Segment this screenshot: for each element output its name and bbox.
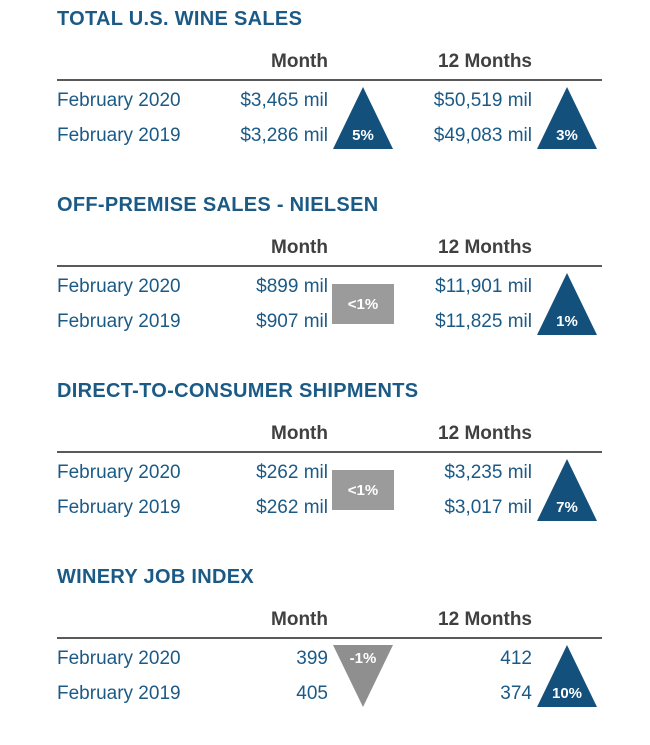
row-label: February 2019 [57,496,181,518]
twelve-months-value: $50,519 mil [433,89,532,111]
column-header-12-months: 12 Months [438,237,532,258]
month-value: 405 [296,682,328,704]
section-total-us-wine-sales: TOTAL U.S. WINE SALES Month 12 Months Fe… [57,8,602,153]
twelve-months-value: $11,901 mil [435,275,532,297]
column-header-12-months: 12 Months [438,423,532,444]
row-label: February 2019 [57,310,181,332]
row-label: February 2019 [57,682,181,704]
twelve-months-value: $3,235 mil [444,461,532,483]
percent-change-label: 1% [556,313,578,330]
twelve-months-change-indicator: 10% [532,641,602,711]
month-change-indicator: <1% [328,269,398,339]
table-body: February 2020 $3,465 mil 5% $50,519 mil … [57,81,602,153]
up-triangle-icon: 7% [537,459,597,521]
percent-change-label: 3% [556,127,578,144]
row-label: February 2020 [57,275,181,297]
section-winery-job-index: WINERY JOB INDEX Month 12 Months Februar… [57,566,602,711]
table-body: February 2020 $899 mil <1% $11,901 mil 1… [57,267,602,339]
row-label: February 2020 [57,89,181,111]
percent-change-label: <1% [347,481,379,499]
section-direct-to-consumer-shipments: DIRECT-TO-CONSUMER SHIPMENTS Month 12 Mo… [57,380,602,525]
up-triangle-icon: 1% [537,273,597,335]
section-title: OFF-PREMISE SALES - NIELSEN [57,194,379,216]
twelve-months-value: 412 [500,647,532,669]
column-header-12-months: 12 Months [438,51,532,72]
table-body: February 2020 $262 mil <1% $3,235 mil 7%… [57,453,602,525]
table-body: February 2020 399 -1% 412 10% February 2… [57,639,602,711]
month-value: $3,286 mil [240,124,328,146]
percent-change-label: 7% [556,499,578,516]
up-triangle-icon: 3% [537,87,597,149]
month-value: $262 mil [256,496,328,518]
column-header-month: Month [271,51,328,72]
table-header-row: Month 12 Months [57,423,602,453]
month-change-indicator: -1% [328,641,398,711]
flat-change-icon: <1% [332,284,394,324]
twelve-months-change-indicator: 7% [532,455,602,525]
twelve-months-value: $49,083 mil [433,124,532,146]
percent-change-label: -1% [349,650,377,667]
percent-change-label: 5% [352,127,374,144]
section-off-premise-sales-nielsen: OFF-PREMISE SALES - NIELSEN Month 12 Mon… [57,194,602,339]
month-value: $907 mil [256,310,328,332]
percent-change-label: <1% [347,295,379,313]
month-change-indicator: <1% [328,455,398,525]
twelve-months-value: $3,017 mil [444,496,532,518]
column-header-12-months: 12 Months [438,609,532,630]
table-header-row: Month 12 Months [57,237,602,267]
column-header-month: Month [271,237,328,258]
row-label: February 2020 [57,461,181,483]
up-triangle-icon: 10% [537,645,597,707]
flat-change-icon: <1% [332,470,394,510]
twelve-months-value: $11,825 mil [435,310,532,332]
column-header-month: Month [271,609,328,630]
section-title: DIRECT-TO-CONSUMER SHIPMENTS [57,380,419,402]
twelve-months-change-indicator: 1% [532,269,602,339]
wine-sales-report: TOTAL U.S. WINE SALES Month 12 Months Fe… [57,8,602,711]
percent-change-label: 10% [551,685,583,702]
row-label: February 2020 [57,647,181,669]
table-header-row: Month 12 Months [57,609,602,639]
column-header-month: Month [271,423,328,444]
twelve-months-value: 374 [500,682,532,704]
section-title: TOTAL U.S. WINE SALES [57,8,303,30]
month-value: $899 mil [256,275,328,297]
up-triangle-icon: 5% [333,87,393,149]
month-value: 399 [296,647,328,669]
row-label: February 2019 [57,124,181,146]
month-value: $262 mil [256,461,328,483]
section-title: WINERY JOB INDEX [57,566,255,588]
down-triangle-icon: -1% [333,645,393,707]
month-change-indicator: 5% [328,83,398,153]
twelve-months-change-indicator: 3% [532,83,602,153]
month-value: $3,465 mil [240,89,328,111]
table-header-row: Month 12 Months [57,51,602,81]
